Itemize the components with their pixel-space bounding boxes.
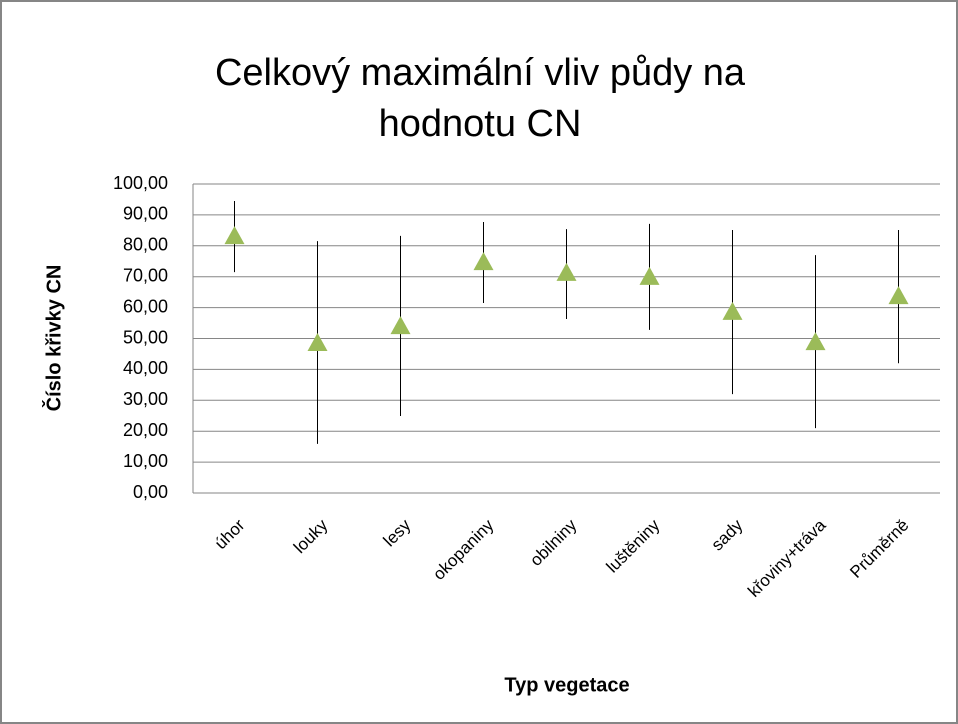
y-tick-label: 50,00 [123,327,168,347]
marker [639,266,660,285]
y-tick-label: 100,00 [113,173,168,193]
marker [224,226,245,245]
y-tick-label: 30,00 [123,389,168,409]
y-tick-label: 10,00 [123,451,168,471]
marker [556,262,577,281]
marker [722,301,743,320]
chart-title: Celkový maximální vliv půdy na [215,52,746,94]
marker [888,286,909,305]
x-axis-label: Typ vegetace [504,674,629,696]
marker [390,316,411,335]
y-tick-label: 70,00 [123,265,168,285]
y-tick-label: 0,00 [133,482,168,502]
y-tick-label: 40,00 [123,358,168,378]
y-tick-label: 80,00 [123,235,168,255]
y-tick-label: 90,00 [123,204,168,224]
marker [805,332,826,351]
marker [473,252,494,271]
y-tick-label: 60,00 [123,296,168,316]
chart-title: hodnotu CN [379,103,582,145]
y-axis-label: Číslo křivky CN [41,265,65,412]
y-tick-label: 20,00 [123,420,168,440]
marker [307,333,328,352]
